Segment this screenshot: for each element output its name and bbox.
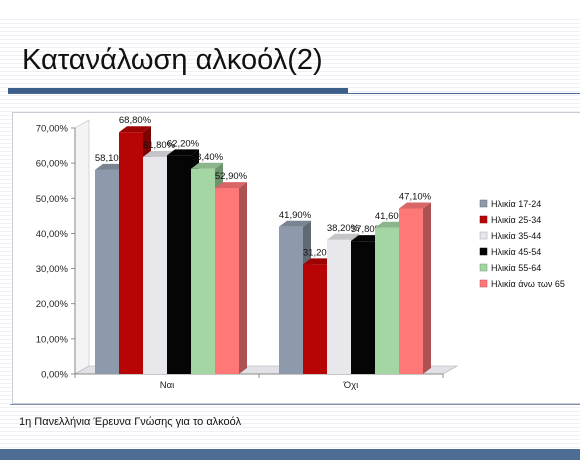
- data-label: 58,10%: [95, 153, 128, 164]
- data-label: 68,80%: [119, 115, 152, 126]
- y-tick-label: 40,00%: [36, 229, 69, 240]
- data-label: 37,80%: [351, 224, 384, 235]
- bar-top: [327, 233, 359, 240]
- title-accent-bar: [8, 88, 348, 94]
- bar: [351, 241, 375, 374]
- y-tick-label: 20,00%: [36, 299, 69, 310]
- data-label: 31,20%: [303, 247, 336, 258]
- bar-side: [239, 182, 247, 374]
- bar: [143, 156, 167, 374]
- chart-side-wall: [74, 119, 90, 375]
- legend-label: Ηλικία 25-34: [491, 215, 541, 225]
- legend-label: Ηλικία 35-44: [491, 231, 541, 241]
- y-tick-label: 0,00%: [41, 370, 68, 381]
- legend-swatch: [479, 263, 488, 272]
- legend-swatch: [479, 215, 488, 224]
- y-tick-label: 60,00%: [36, 159, 69, 170]
- source-caption: 1η Πανελλήνια Έρευνα Γνώσης για το αλκοό…: [19, 416, 242, 428]
- bar-chart: 0,00% 10,00% 20,00% 30,00% 40,00% 50,00% 60,00…: [36, 115, 565, 391]
- bar-top: [191, 162, 223, 169]
- bar-top: [119, 126, 151, 133]
- slide-title: Κατανάλωση αλκοόλ(2): [22, 44, 323, 76]
- y-tick-label: 70,00%: [36, 124, 69, 135]
- bar: [303, 264, 327, 374]
- bar: [399, 208, 423, 374]
- legend-swatch: [479, 231, 488, 240]
- data-label: 52,90%: [215, 171, 248, 182]
- bar: [279, 226, 303, 374]
- data-label: 38,20%: [327, 223, 360, 234]
- data-label: 41,90%: [279, 210, 312, 221]
- y-tick-label: 50,00%: [36, 194, 69, 205]
- x-tick-label: Ναι: [160, 380, 174, 391]
- bar: [119, 132, 143, 374]
- bar-top: [279, 220, 311, 227]
- bar: [95, 169, 119, 374]
- bar: [215, 188, 239, 374]
- bar-top: [143, 150, 175, 157]
- legend-label: Ηλικία 45-54: [491, 247, 541, 257]
- legend-swatch: [479, 199, 488, 208]
- data-label: 58,40%: [191, 152, 224, 163]
- legend-label: Ηλικία άνω των 65: [491, 279, 565, 289]
- bar-side: [423, 202, 431, 374]
- bar: [327, 239, 351, 374]
- data-label: 41,60%: [375, 211, 408, 222]
- data-label: 61,80%: [143, 140, 176, 151]
- legend-swatch: [479, 247, 488, 256]
- data-label: 47,10%: [399, 191, 432, 202]
- source-separator: [10, 404, 580, 405]
- bar-top: [215, 182, 247, 189]
- y-tick-label: 10,00%: [36, 334, 69, 345]
- legend-label: Ηλικία 17-24: [491, 199, 541, 209]
- slide-bottom-bar: [0, 449, 580, 460]
- legend-swatch: [479, 279, 488, 288]
- data-label: 62,20%: [167, 138, 200, 149]
- bar: [375, 227, 399, 374]
- y-tick-label: 30,00%: [36, 264, 69, 275]
- slide-top-band: [0, 0, 580, 18]
- x-tick-label: Όχι: [343, 380, 358, 391]
- bar-top: [167, 149, 199, 156]
- legend-label: Ηλικία 55-64: [491, 263, 541, 273]
- bar: [167, 155, 191, 374]
- bar-top: [399, 202, 431, 209]
- bar: [191, 168, 215, 374]
- title-underline: [8, 93, 580, 94]
- chart-area: 0,00% 10,00% 20,00% 30,00% 40,00% 50,00% 60,00…: [12, 112, 580, 404]
